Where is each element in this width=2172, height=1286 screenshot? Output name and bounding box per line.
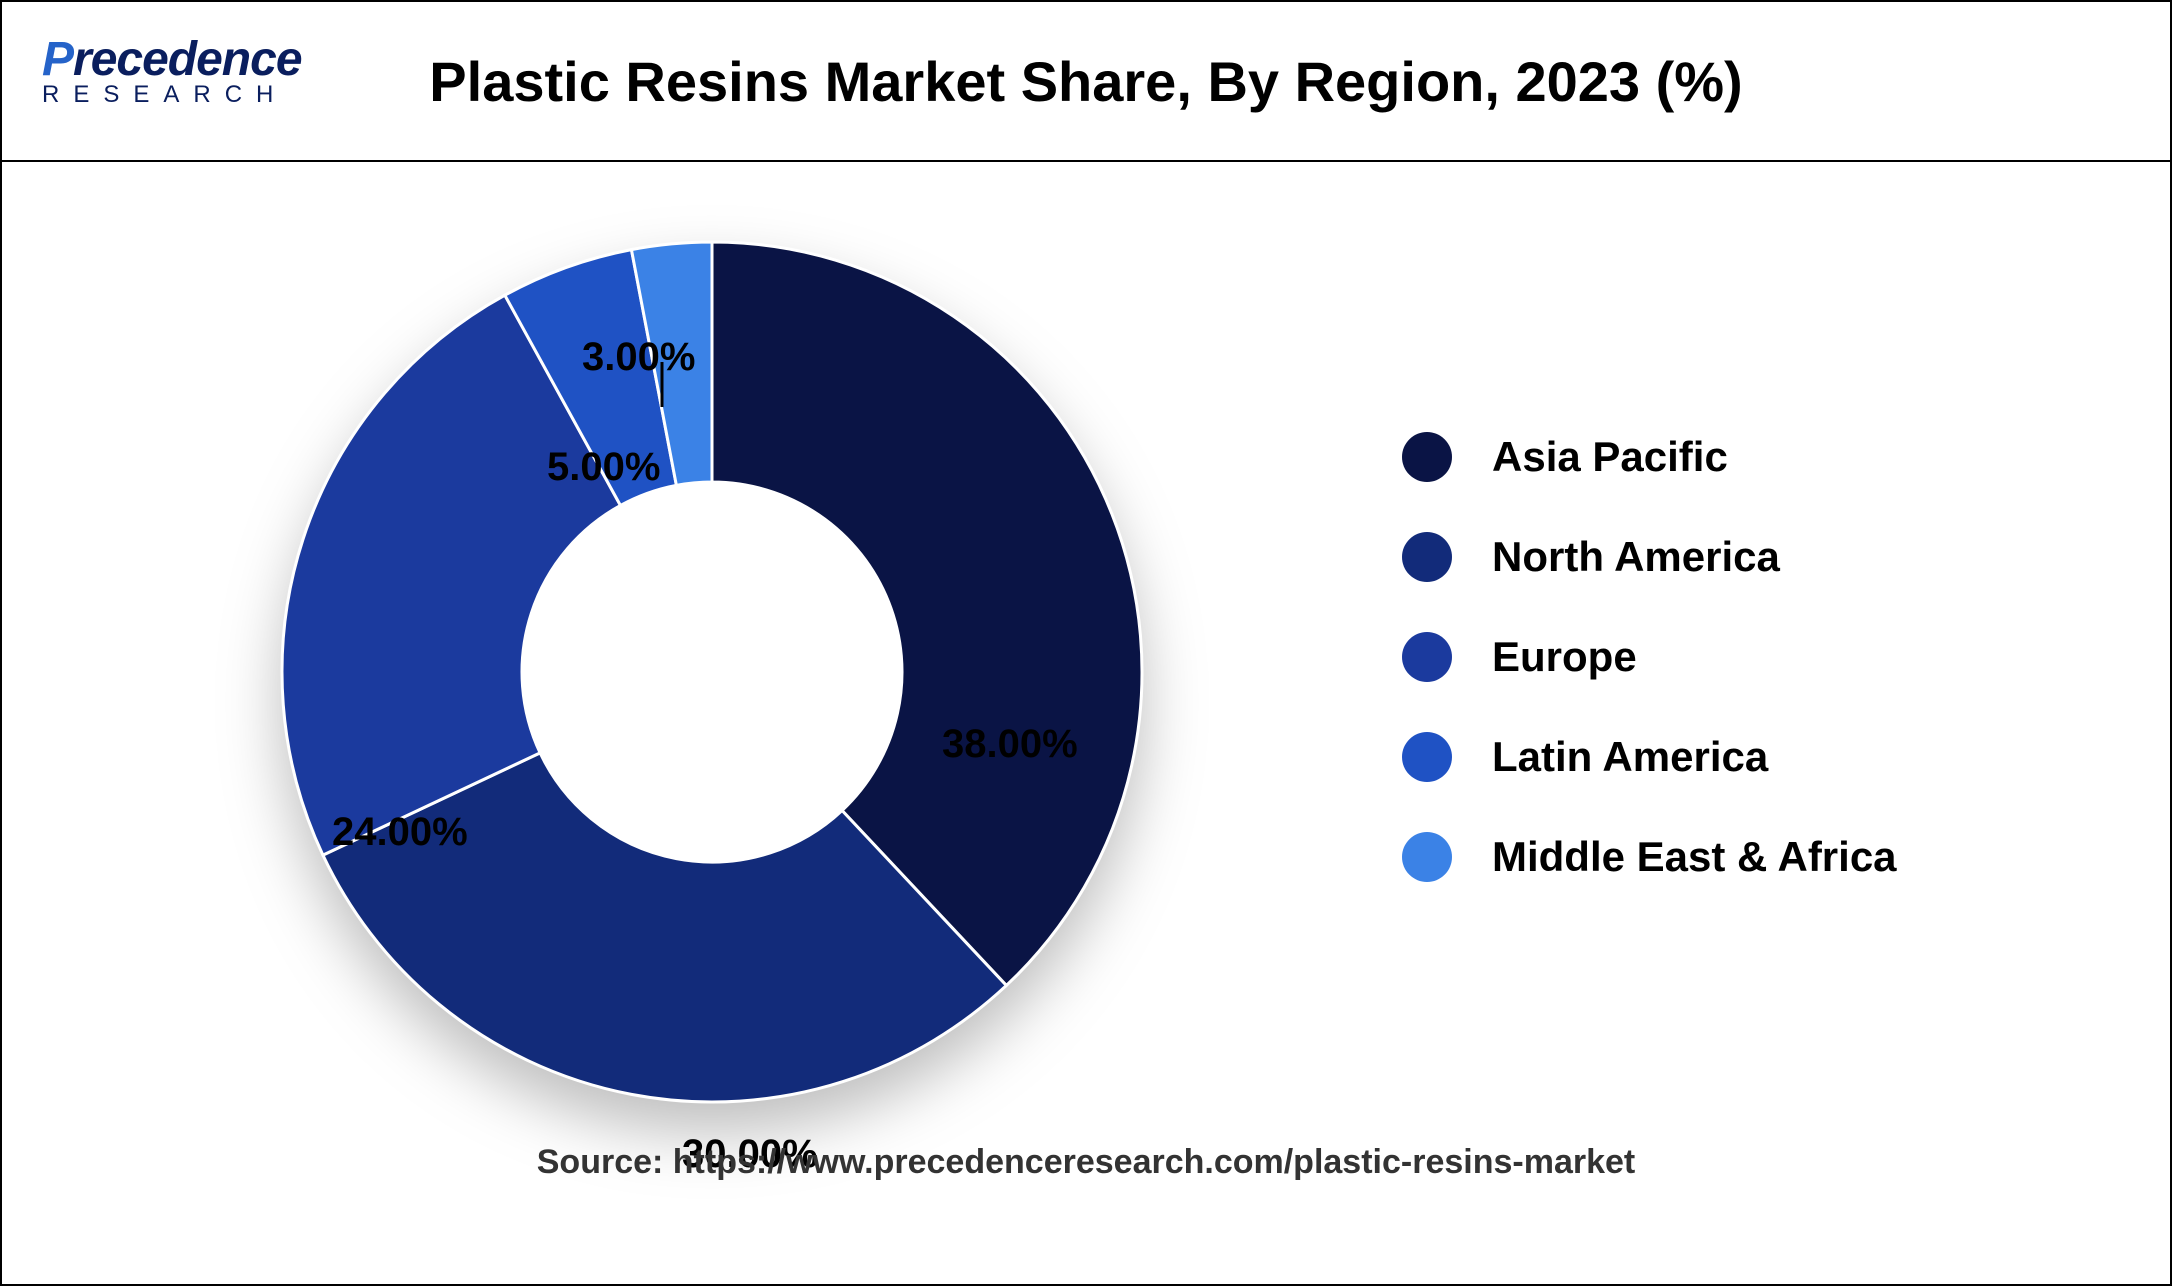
slice-label: 24.00%: [332, 810, 468, 855]
logo-subtext: RESEARCH: [42, 81, 287, 109]
logo: Precedence RESEARCH: [42, 32, 302, 109]
legend-item: Latin America: [1402, 732, 1897, 782]
logo-accent: P: [42, 33, 73, 86]
legend-dot: [1402, 432, 1452, 482]
legend-item: Europe: [1402, 632, 1897, 682]
header: Precedence RESEARCH Plastic Resins Marke…: [2, 2, 2170, 162]
legend-dot: [1402, 532, 1452, 582]
chart-title: Plastic Resins Market Share, By Region, …: [2, 49, 2170, 114]
logo-rest: recedence: [73, 33, 302, 86]
legend-label: Asia Pacific: [1492, 433, 1728, 481]
logo-text: Precedence: [42, 32, 302, 87]
legend-label: North America: [1492, 533, 1780, 581]
legend-item: North America: [1402, 532, 1897, 582]
legend-label: Europe: [1492, 633, 1637, 681]
legend-label: Latin America: [1492, 733, 1768, 781]
donut-svg: [262, 222, 1162, 1122]
slice-label: 3.00%: [582, 335, 695, 380]
donut-chart: [262, 222, 1162, 1122]
chart-container: Precedence RESEARCH Plastic Resins Marke…: [0, 0, 2172, 1286]
legend-dot: [1402, 832, 1452, 882]
legend: Asia Pacific North America Europe Latin Ame…: [1402, 432, 1897, 932]
legend-dot: [1402, 632, 1452, 682]
legend-item: Middle East & Africa: [1402, 832, 1897, 882]
legend-dot: [1402, 732, 1452, 782]
legend-label: Middle East & Africa: [1492, 833, 1897, 881]
donut-hole: [522, 482, 902, 862]
slice-label: 38.00%: [942, 722, 1078, 767]
source-text: Source: https://www.precedenceresearch.c…: [2, 1143, 2170, 1182]
slice-label: 5.00%: [547, 445, 660, 490]
legend-item: Asia Pacific: [1402, 432, 1897, 482]
chart-area: 38.00%30.00%24.00%5.00%3.00% Asia Pacifi…: [2, 162, 2170, 1202]
